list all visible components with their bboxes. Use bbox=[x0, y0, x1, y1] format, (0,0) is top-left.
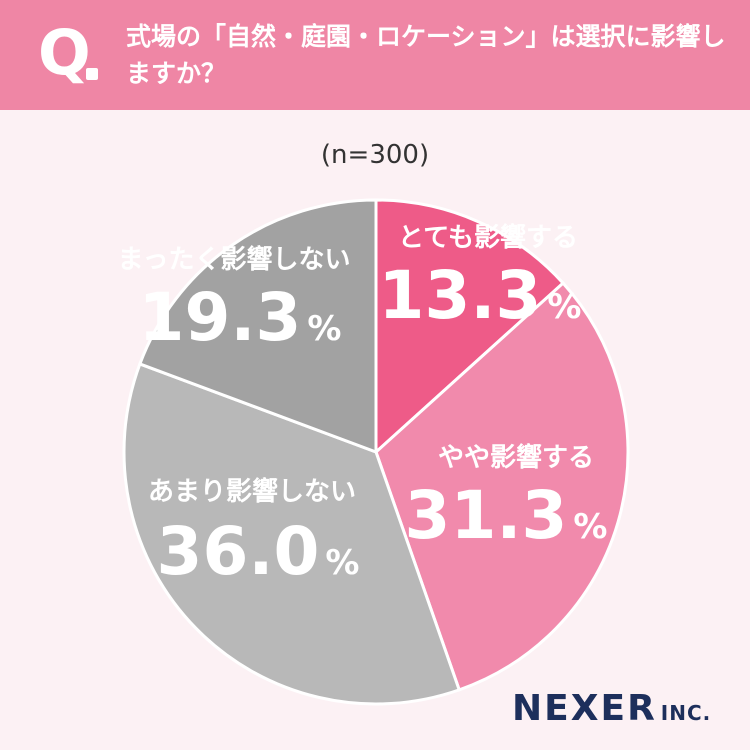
logo-main: NEXER bbox=[512, 688, 657, 729]
pie-slice bbox=[137, 198, 378, 455]
slice-value: 13.3% bbox=[379, 257, 582, 334]
slice-label: やや影響する bbox=[438, 442, 594, 473]
sample-size: (n=300) bbox=[320, 140, 430, 170]
question-header: Q 式場の「自然・庭園・ロケーション」は選択に影響しますか？ bbox=[0, 0, 750, 110]
q-dot bbox=[86, 68, 98, 80]
slice-value: 31.3% bbox=[405, 477, 608, 554]
slice-value: 19.3% bbox=[139, 279, 342, 356]
q-mark: Q bbox=[38, 16, 91, 89]
pie-slice bbox=[374, 281, 630, 692]
pie-slice bbox=[122, 362, 462, 706]
slice-label: まったく影響しない bbox=[118, 244, 351, 275]
pie-slice bbox=[374, 198, 566, 456]
slice-label: あまり影響しない bbox=[148, 476, 356, 507]
question-text: 式場の「自然・庭園・ロケーション」は選択に影響しますか？ bbox=[126, 22, 726, 88]
nexer-logo: NEXER INC. bbox=[512, 688, 711, 729]
logo-sub: INC. bbox=[660, 701, 712, 725]
slice-label: とても影響する bbox=[398, 222, 578, 253]
slice-value: 36.0% bbox=[157, 513, 360, 590]
